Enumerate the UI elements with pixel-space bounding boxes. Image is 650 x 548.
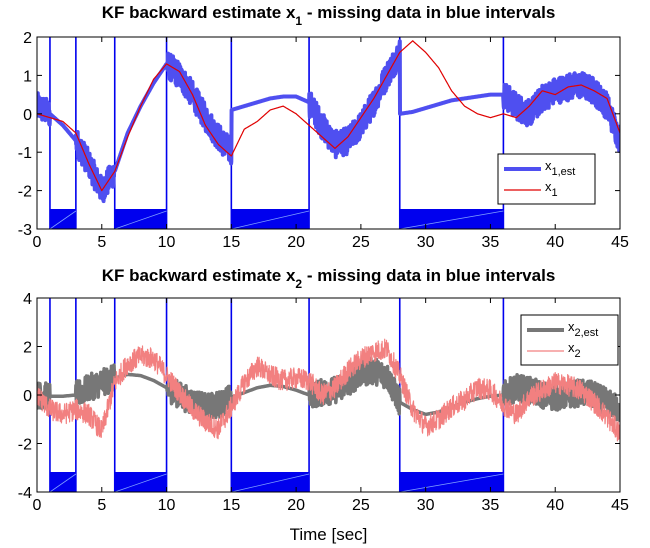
missing-interval-bar [49,209,76,229]
missing-interval-bar [49,472,76,492]
x-tick-label: 15 [222,497,240,514]
x-axis-label: Time [sec] [290,525,368,544]
plot-area [37,298,620,492]
legend-label-main: x [568,319,575,334]
y-tick-label: 2 [23,340,32,357]
missing-interval-bar [231,209,310,229]
missing-interval-diagonal [399,473,504,492]
chart-title-main: KF backward estimate x [102,266,296,285]
x-tick-label: 0 [33,497,42,514]
legend-label-subscript: 1,est [552,166,576,178]
missing-interval-diagonal [114,210,167,229]
legend-label: x2,est [568,319,598,339]
x-tick-label: 0 [33,234,42,251]
y-tick-label: -3 [18,222,32,239]
x-tick-label: 5 [97,497,106,514]
missing-interval-diagonal [49,473,77,492]
chart-title-rest: - missing data in blue intervals [302,266,555,285]
series-line-2 [37,40,620,192]
missing-interval-diagonal [399,210,504,229]
y-tick-label: 0 [23,388,32,405]
legend-box [497,153,596,205]
x-tick-label: 30 [417,497,435,514]
series-line-2 [37,338,620,442]
y-tick-label: -4 [18,485,32,502]
y-tick-label: 0 [23,107,32,124]
chart-title-main: KF backward estimate x [102,3,296,22]
missing-interval-diagonal [231,210,310,229]
x-tick-label: 45 [611,234,629,251]
x-tick-label: 35 [482,234,500,251]
y-tick-label: 1 [23,68,32,85]
missing-interval-bar [114,209,167,229]
legend-label: x1 [545,179,558,199]
x-tick-label: 20 [287,234,305,251]
chart-title: KF backward estimate x1 - missing data i… [102,3,556,28]
legend-label-main: x [545,158,552,173]
x-tick-label: 10 [158,234,176,251]
y-tick-label: -2 [18,437,32,454]
legend-label-main: x [568,340,575,355]
legend-box [520,314,619,366]
missing-interval-bar [114,472,167,492]
y-tick-label: 2 [23,30,32,47]
y-tick-label: -1 [18,145,32,162]
series-line-1 [37,39,620,204]
missing-interval-diagonal [49,210,77,229]
x-tick-label: 25 [352,497,370,514]
missing-interval-diagonal [114,473,167,492]
missing-interval-bar [231,472,310,492]
x-tick-label: 40 [546,234,564,251]
chart-title: KF backward estimate x2 - missing data i… [102,266,556,291]
chart-title-subscript: 1 [295,14,302,28]
chart-panel-1: KF backward estimate x1 - missing data i… [18,3,629,251]
chart-panel-2: KF backward estimate x2 - missing data i… [18,266,629,514]
x-tick-label: 40 [546,497,564,514]
legend-label-subscript: 1 [552,187,558,199]
chart-title-rest: - missing data in blue intervals [302,3,555,22]
x-tick-label: 5 [97,234,106,251]
x-tick-label: 25 [352,234,370,251]
y-tick-label: 4 [23,291,32,308]
legend-label-subscript: 2 [575,348,581,360]
x-tick-label: 10 [158,497,176,514]
legend-label: x1,est [545,158,575,178]
legend-label-main: x [545,179,552,194]
x-tick-label: 45 [611,497,629,514]
series-line-1 [37,356,620,422]
legend-label: x2 [568,340,581,360]
axes-box [36,36,621,230]
chart-title-subscript: 2 [295,277,302,291]
legend-label-subscript: 2,est [575,327,599,339]
x-tick-label: 20 [287,497,305,514]
x-tick-label: 30 [417,234,435,251]
missing-interval-diagonal [231,473,310,492]
x-tick-label: 35 [482,497,500,514]
y-tick-label: -2 [18,184,32,201]
x-tick-label: 15 [222,234,240,251]
